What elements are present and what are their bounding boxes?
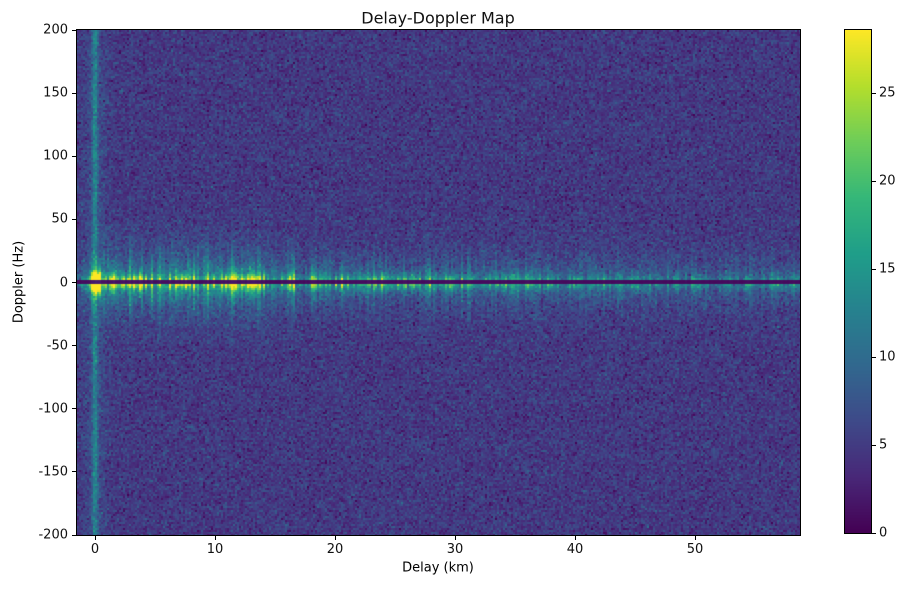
x-tick-label: 20 xyxy=(326,542,344,557)
x-tick-label: 50 xyxy=(686,542,704,557)
y-tick-label: -150 xyxy=(38,464,68,480)
plot-area xyxy=(76,29,801,536)
y-tick-mark xyxy=(72,345,76,347)
colorbar-tick-mark xyxy=(872,532,876,534)
x-tick-label: 0 xyxy=(90,542,100,557)
colorbar-tick-mark xyxy=(872,268,876,270)
x-tick-label: 10 xyxy=(206,542,224,557)
colorbar-tick-label: 10 xyxy=(879,349,896,365)
x-axis-label: Delay (km) xyxy=(402,560,474,576)
colorbar-tick-mark xyxy=(872,356,876,358)
x-tick-label: 30 xyxy=(446,542,464,557)
x-tick-mark xyxy=(454,536,456,540)
y-tick-label: 100 xyxy=(43,148,68,164)
y-tick-mark xyxy=(72,534,76,536)
y-tick-mark xyxy=(72,155,76,157)
colorbar-tick-label: 0 xyxy=(879,525,888,541)
y-tick-mark xyxy=(72,218,76,220)
colorbar-tick-label: 20 xyxy=(879,173,896,189)
x-tick-mark xyxy=(334,536,336,540)
colorbar-tick-mark xyxy=(872,180,876,182)
y-tick-mark xyxy=(72,92,76,94)
x-tick-mark xyxy=(214,536,216,540)
heatmap-image xyxy=(77,30,800,535)
y-tick-label: -100 xyxy=(38,401,68,417)
y-tick-mark xyxy=(72,471,76,473)
y-tick-label: 0 xyxy=(59,275,68,290)
y-tick-label: 50 xyxy=(51,211,68,227)
y-tick-label: -200 xyxy=(38,527,68,543)
y-tick-label: 150 xyxy=(43,85,68,101)
y-tick-label: -50 xyxy=(46,338,68,354)
colorbar xyxy=(844,29,872,534)
chart-title: Delay-Doppler Map xyxy=(361,8,515,28)
colorbar-tick-label: 5 xyxy=(879,437,888,453)
colorbar-tick-mark xyxy=(872,444,876,446)
y-tick-mark xyxy=(72,282,76,283)
colorbar-tick-label: 15 xyxy=(879,261,896,277)
x-tick-mark xyxy=(694,536,696,540)
colorbar-tick-label: 25 xyxy=(879,85,896,101)
x-tick-label: 40 xyxy=(566,542,584,557)
x-tick-mark xyxy=(94,536,96,540)
colorbar-tick-mark xyxy=(872,92,876,94)
x-tick-mark xyxy=(574,536,576,540)
y-tick-mark xyxy=(72,29,76,31)
y-tick-mark xyxy=(72,408,76,410)
y-axis-label: Doppler (Hz) xyxy=(11,240,27,324)
y-tick-label: 200 xyxy=(43,22,68,38)
colorbar-gradient xyxy=(845,30,871,533)
